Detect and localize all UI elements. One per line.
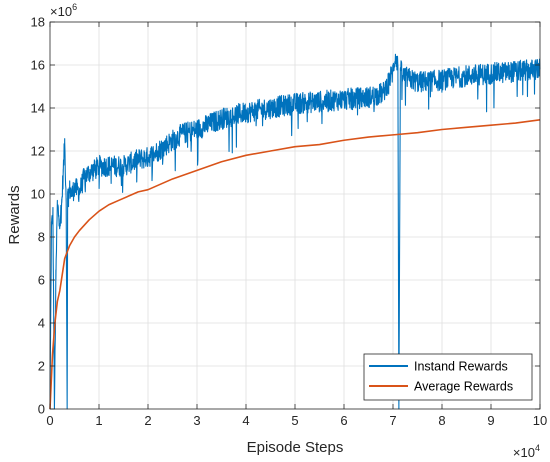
series-layer [49, 53, 541, 410]
y-exponent: ×106 [50, 2, 77, 19]
y-exponent-power: 6 [72, 2, 77, 12]
legend-label-instand: Instand Rewards [414, 360, 508, 374]
x-tick-label: 9 [487, 413, 494, 428]
x-tick-label: 0 [46, 413, 53, 428]
x-tick-label: 3 [193, 413, 200, 428]
y-tick-label: 2 [38, 359, 45, 374]
x-exponent-base: ×10 [513, 445, 535, 460]
y-exponent-base: ×10 [50, 4, 72, 19]
x-exponent: ×104 [513, 443, 540, 460]
x-tick-label: 2 [144, 413, 151, 428]
y-tick-label: 14 [31, 101, 45, 116]
y-axis-label: Rewards [6, 185, 23, 244]
y-tick-label: 12 [31, 144, 45, 159]
legend-label-average: Average Rewards [414, 380, 513, 394]
x-axis-label: Episode Steps [247, 439, 344, 456]
x-tick-label: 8 [438, 413, 445, 428]
y-tick-label: 10 [31, 187, 45, 202]
y-tick-label: 8 [38, 230, 45, 245]
x-tick-label: 10 [533, 413, 547, 428]
x-tick-label: 6 [340, 413, 347, 428]
x-tick-label: 4 [242, 413, 249, 428]
x-tick-label: 5 [291, 413, 298, 428]
x-exponent-power: 4 [535, 443, 540, 453]
y-tick-label: 16 [31, 58, 45, 73]
y-tick-label: 4 [38, 316, 45, 331]
grid-lines [50, 22, 540, 409]
series-line-0 [49, 53, 541, 410]
x-tick-label: 1 [95, 413, 102, 428]
y-tick-label: 18 [31, 15, 45, 30]
series-line-1 [49, 119, 541, 410]
y-tick-label: 6 [38, 273, 45, 288]
x-tick-label: 7 [389, 413, 396, 428]
y-tick-label: 0 [38, 402, 45, 417]
legend-box [363, 353, 533, 401]
legend: Instand Rewards Average Rewards [363, 353, 533, 401]
